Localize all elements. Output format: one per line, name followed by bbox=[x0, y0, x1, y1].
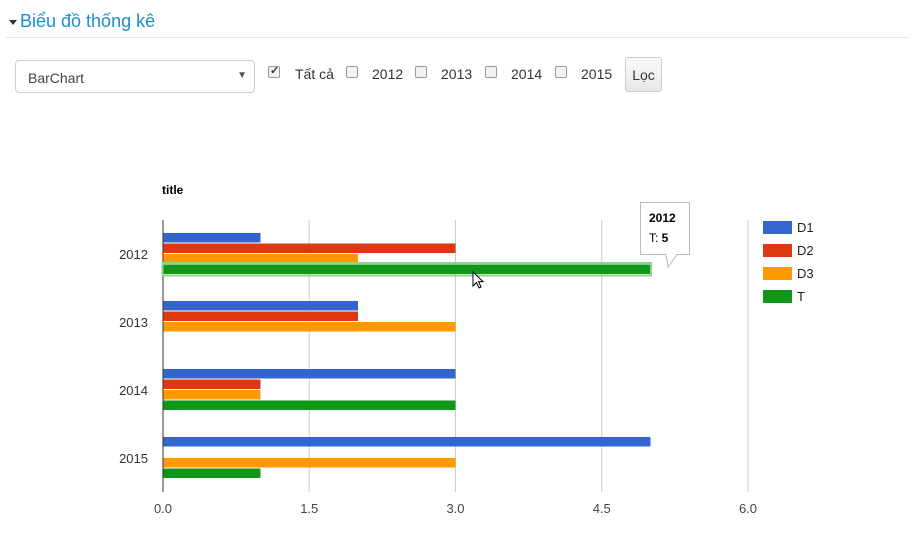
chart-type-select[interactable]: BarChart ▼ bbox=[15, 60, 255, 93]
y-tick-label: 2012 bbox=[119, 247, 148, 262]
chart-type-value: BarChart bbox=[28, 70, 85, 86]
checkbox-all[interactable]: ✓ bbox=[268, 65, 280, 78]
bar bbox=[163, 379, 261, 389]
x-tick-label: 3.0 bbox=[446, 501, 464, 516]
checkbox-label-2015[interactable]: 2015 bbox=[581, 66, 613, 82]
tooltip-value: T: 5 bbox=[649, 231, 669, 245]
mouse-cursor-icon bbox=[472, 271, 485, 289]
x-tick-label: 0.0 bbox=[154, 501, 172, 516]
checkbox-2015[interactable] bbox=[555, 66, 567, 78]
bar bbox=[163, 311, 358, 321]
bar-highlight bbox=[161, 262, 652, 277]
chart-title: title bbox=[162, 183, 184, 197]
bar bbox=[163, 458, 456, 468]
bar bbox=[163, 233, 261, 243]
legend-label: D2 bbox=[797, 243, 814, 258]
bar bbox=[163, 468, 261, 478]
bar bbox=[163, 243, 456, 253]
bar bbox=[163, 390, 261, 400]
checkbox-label-2014[interactable]: 2014 bbox=[511, 66, 543, 82]
checkbox-label-2012[interactable]: 2012 bbox=[372, 66, 404, 82]
bar bbox=[163, 254, 358, 264]
legend-swatch bbox=[763, 267, 792, 280]
bar bbox=[163, 322, 456, 332]
legend-label: D1 bbox=[797, 220, 814, 235]
x-tick-label: 6.0 bbox=[739, 501, 757, 516]
tooltip-box bbox=[640, 202, 690, 269]
tooltip-series-label: T: bbox=[649, 231, 662, 245]
bar bbox=[163, 264, 651, 274]
y-tick-label: 2015 bbox=[119, 451, 148, 466]
checkbox-2013[interactable] bbox=[415, 66, 427, 78]
y-tick-label: 2014 bbox=[119, 383, 148, 398]
y-tick-label: 2013 bbox=[119, 315, 148, 330]
legend-label: T bbox=[797, 289, 805, 304]
checkbox-label-2013[interactable]: 2013 bbox=[441, 66, 473, 82]
filter-button[interactable]: Lọc bbox=[625, 57, 662, 92]
legend-swatch bbox=[763, 221, 792, 234]
caret-down-icon[interactable] bbox=[9, 20, 17, 25]
dropdown-arrow-icon: ▼ bbox=[237, 70, 247, 81]
checkbox-2014[interactable] bbox=[485, 66, 497, 78]
x-tick-label: 1.5 bbox=[300, 501, 318, 516]
legend-swatch bbox=[763, 244, 792, 257]
bar bbox=[163, 301, 358, 311]
checkbox-2012[interactable] bbox=[346, 66, 358, 78]
bar bbox=[163, 400, 456, 410]
bar bbox=[163, 369, 456, 379]
bar bbox=[163, 437, 651, 447]
tooltip-title: 2012 bbox=[649, 211, 676, 225]
check-icon: ✓ bbox=[270, 65, 280, 77]
panel-header[interactable]: Biểu đồ thống kê bbox=[6, 6, 909, 38]
x-tick-label: 4.5 bbox=[593, 501, 611, 516]
legend-swatch bbox=[763, 290, 792, 303]
legend-label: D3 bbox=[797, 266, 814, 281]
checkbox-label-all[interactable]: Tất cả bbox=[295, 66, 334, 82]
panel-title[interactable]: Biểu đồ thống kê bbox=[20, 11, 156, 31]
tooltip-series-value: 5 bbox=[662, 231, 669, 245]
